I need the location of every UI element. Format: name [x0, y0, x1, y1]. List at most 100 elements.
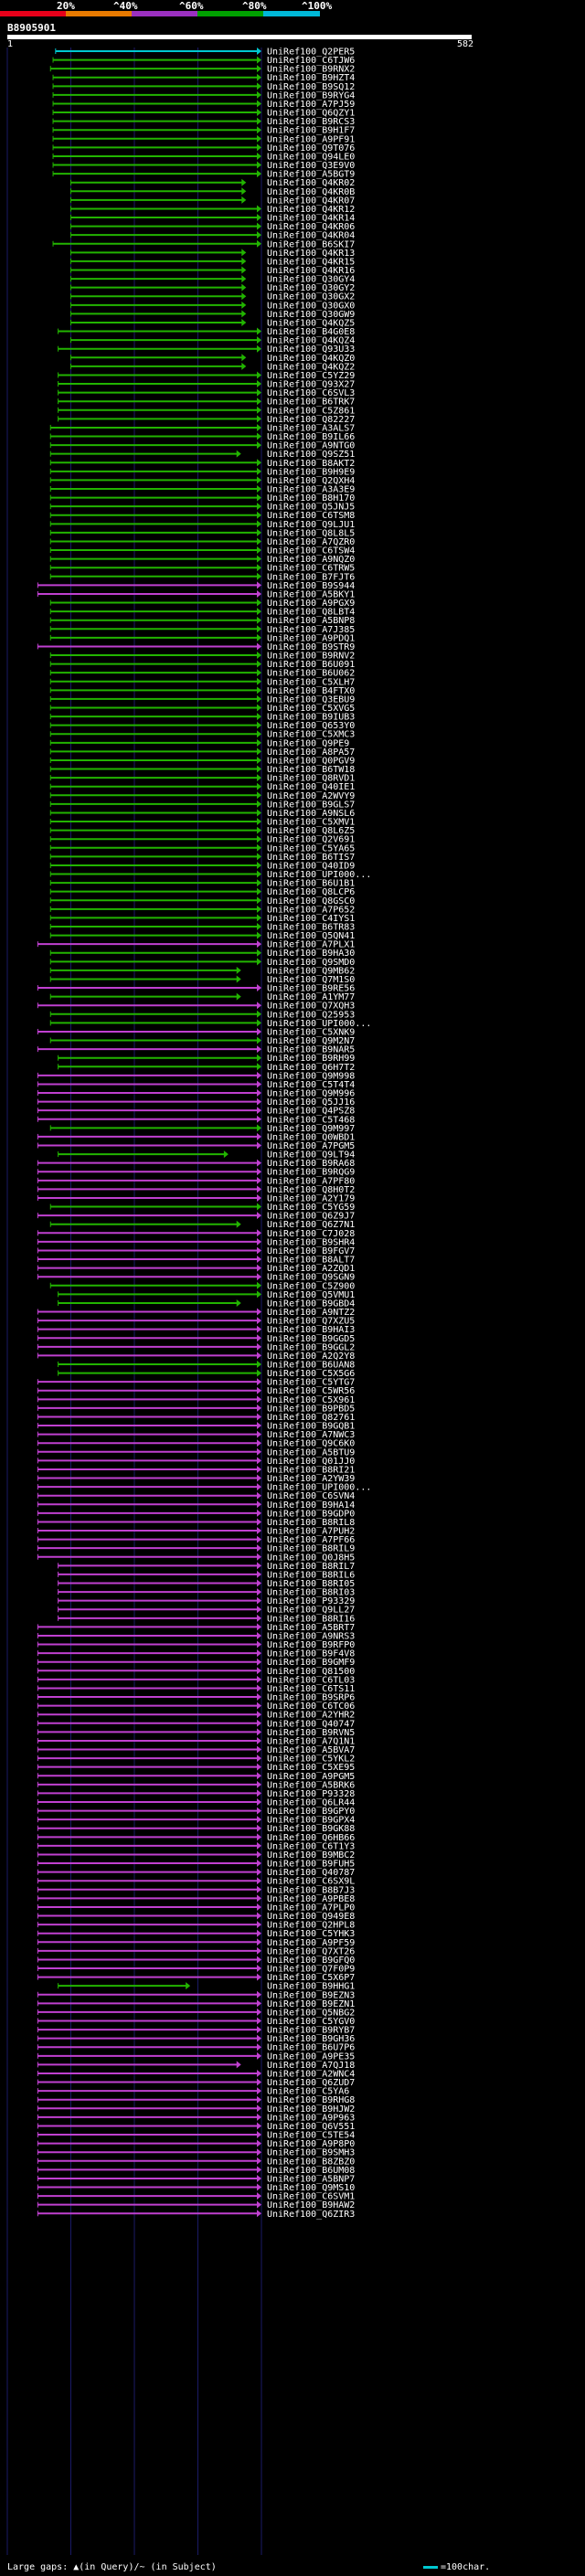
hit-row[interactable]: UniRef100_B9SQ12 — [52, 82, 355, 92]
hit-label[interactable]: UniRef100_B9GH36 — [267, 2034, 355, 2044]
hit-label[interactable]: UniRef100_A9NTZ2 — [267, 1308, 355, 1318]
hit-label[interactable]: UniRef100_Q8L6Z5 — [267, 826, 355, 836]
hit-row[interactable]: UniRef100_Q6H7T2 — [58, 1063, 356, 1073]
hit-label[interactable]: UniRef100_Q9SGN9 — [267, 1273, 355, 1283]
hit-row[interactable]: UniRef100_B9HAW2 — [37, 2200, 355, 2210]
hit-label[interactable]: UniRef100_Q25953 — [267, 1010, 355, 1020]
hit-label[interactable]: UniRef100_B9RA68 — [267, 1159, 355, 1169]
hit-row[interactable]: UniRef100_B9SMH3 — [37, 2148, 355, 2158]
hit-label[interactable]: UniRef100_B6SKI7 — [267, 239, 355, 249]
hit-label[interactable]: UniRef100_B9FUH5 — [267, 1860, 355, 1870]
hit-label[interactable]: UniRef100_B4G0E8 — [267, 327, 355, 337]
hit-label[interactable]: UniRef100_A9PDQ1 — [267, 633, 355, 643]
hit-row[interactable]: UniRef100_B9GPY0 — [37, 1807, 355, 1817]
hit-row[interactable]: UniRef100_B8RI05 — [58, 1579, 356, 1589]
hit-label[interactable]: UniRef100_B6UM08 — [267, 2166, 355, 2176]
hit-label[interactable]: UniRef100_Q4KR07 — [267, 196, 355, 206]
hit-label[interactable]: UniRef100_B9EZN1 — [267, 1999, 355, 2009]
hit-row[interactable]: UniRef100_Q4KR15 — [70, 257, 356, 267]
hit-row[interactable]: UniRef100_B9GK88 — [37, 1824, 355, 1834]
hit-row[interactable]: UniRef100_B9HZT4 — [52, 73, 355, 83]
hit-label[interactable]: UniRef100_Q9LJU1 — [267, 520, 355, 530]
hit-row[interactable]: UniRef100_C5XMC3 — [49, 730, 355, 740]
hit-row[interactable]: UniRef100_Q9M2N7 — [49, 1036, 355, 1046]
hit-label[interactable]: UniRef100_Q6Z7N1 — [267, 1220, 355, 1230]
hit-row[interactable]: UniRef100_Q30GY2 — [70, 283, 356, 293]
hit-label[interactable]: UniRef100_B8RI03 — [267, 1588, 355, 1598]
hit-row[interactable]: UniRef100_B9GLS7 — [49, 800, 355, 810]
hit-row[interactable]: UniRef100_B9RYG4 — [52, 90, 355, 101]
hit-label[interactable]: UniRef100_B9GK88 — [267, 1824, 355, 1834]
hit-label[interactable]: UniRef100_Q4KR12 — [267, 205, 355, 215]
hit-row[interactable]: UniRef100_A7PLP0 — [37, 1903, 355, 1913]
hit-label[interactable]: UniRef100_B6TRK7 — [267, 398, 355, 408]
hit-label[interactable]: UniRef100_B9PBD5 — [267, 1404, 355, 1414]
hit-row[interactable]: UniRef100_B9F4V8 — [37, 1649, 355, 1659]
hit-row[interactable]: UniRef100_Q9M998 — [37, 1071, 355, 1081]
hit-row[interactable]: UniRef100_B9SRP6 — [37, 1693, 355, 1703]
hit-row[interactable]: UniRef100_Q9LJU1 — [49, 520, 355, 530]
hit-row[interactable]: UniRef100_C4IYS1 — [49, 914, 355, 924]
hit-row[interactable]: UniRef100_Q30GX2 — [70, 292, 356, 302]
hit-label[interactable]: UniRef100_Q6H7T2 — [267, 1063, 355, 1073]
hit-row[interactable]: UniRef100_UPI000... — [49, 1019, 371, 1029]
hit-row[interactable]: UniRef100_Q94LE0 — [52, 152, 355, 162]
hit-row[interactable]: UniRef100_Q7XT26 — [37, 1946, 355, 1956]
hit-label[interactable]: UniRef100_Q93U33 — [267, 345, 355, 355]
hit-row[interactable]: UniRef100_C5YG59 — [49, 1203, 355, 1213]
hit-label[interactable]: UniRef100_Q6QZY1 — [267, 109, 355, 119]
hit-row[interactable]: UniRef100_C5YTG7 — [37, 1378, 355, 1388]
hit-label[interactable]: UniRef100_B8RI21 — [267, 1465, 355, 1475]
hit-row[interactable]: UniRef100_Q6Z9J7 — [37, 1212, 355, 1222]
hit-row[interactable]: UniRef100_A7PJ59 — [52, 100, 355, 110]
hit-label[interactable]: UniRef100_Q8H0T2 — [267, 1185, 355, 1195]
hit-label[interactable]: UniRef100_Q9LT94 — [267, 1150, 355, 1161]
hit-label[interactable]: UniRef100_Q8L8L5 — [267, 528, 355, 538]
hit-label[interactable]: UniRef100_B9GLS7 — [267, 800, 355, 810]
hit-label[interactable]: UniRef100_Q5VMU1 — [267, 1290, 355, 1300]
hit-label[interactable]: UniRef100_Q40787 — [267, 1868, 355, 1878]
hit-row[interactable]: UniRef100_Q93X27 — [58, 380, 356, 390]
hit-row[interactable]: UniRef100_Q3E9V0 — [52, 161, 355, 171]
hit-row[interactable]: UniRef100_Q0J8H5 — [37, 1553, 355, 1563]
hit-label[interactable]: UniRef100_B9GGL2 — [267, 1342, 355, 1352]
hit-label[interactable]: UniRef100_C5XMC3 — [267, 730, 355, 740]
hit-label[interactable]: UniRef100_C6TJW6 — [267, 56, 355, 66]
hit-label[interactable]: UniRef100_Q4KR06 — [267, 222, 355, 232]
hit-label[interactable]: UniRef100_A7PLX1 — [267, 940, 355, 950]
hit-label[interactable]: UniRef100_Q94LE0 — [267, 152, 355, 162]
hit-label[interactable]: UniRef100_B9HJW2 — [267, 2104, 355, 2115]
hit-label[interactable]: UniRef100_C6SVN4 — [267, 1491, 355, 1501]
hit-label[interactable]: UniRef100_B8RIL8 — [267, 1518, 355, 1528]
hit-label[interactable]: UniRef100_B9RQG9 — [267, 1168, 355, 1178]
hit-label[interactable]: UniRef100_C5YHK3 — [267, 1929, 355, 1939]
hit-row[interactable]: UniRef100_Q4KQZ2 — [70, 362, 356, 372]
hit-label[interactable]: UniRef100_A5BRT7 — [267, 1623, 355, 1633]
hit-row[interactable]: UniRef100_C6TRW5 — [49, 564, 355, 574]
hit-label[interactable]: UniRef100_Q653Y0 — [267, 721, 355, 731]
hit-label[interactable]: UniRef100_C7J028 — [267, 1229, 355, 1239]
hit-row[interactable]: UniRef100_A1YM77 — [49, 992, 355, 1002]
hit-row[interactable]: UniRef100_A7QZR0 — [49, 537, 355, 547]
hit-row[interactable]: UniRef100_A7QJ18 — [37, 2061, 355, 2071]
hit-label[interactable]: UniRef100_Q4KQZ2 — [267, 362, 355, 372]
hit-row[interactable]: UniRef100_C6TL03 — [37, 1675, 355, 1685]
hit-label[interactable]: UniRef100_Q7F0P9 — [267, 1965, 355, 1975]
hit-row[interactable]: UniRef100_Q8GSC0 — [49, 896, 355, 906]
hit-label[interactable]: UniRef100_A5BNP7 — [267, 2174, 355, 2184]
hit-row[interactable]: UniRef100_Q6Z7N1 — [49, 1220, 355, 1230]
hit-row[interactable]: UniRef100_B6U062 — [49, 669, 355, 679]
hit-label[interactable]: UniRef100_B8RIL7 — [267, 1562, 355, 1572]
hit-row[interactable]: UniRef100_Q4PSZ8 — [37, 1107, 355, 1117]
hit-row[interactable]: UniRef100_B9HHG1 — [58, 1982, 356, 1992]
hit-row[interactable]: UniRef100_Q30GY4 — [70, 275, 356, 285]
hit-row[interactable]: UniRef100_C5YZ29 — [58, 371, 356, 381]
hit-row[interactable]: UniRef100_Q40747 — [37, 1719, 355, 1729]
hit-row[interactable]: UniRef100_B6TR83 — [49, 923, 355, 933]
hit-label[interactable]: UniRef100_A5BTU9 — [267, 1447, 355, 1458]
hit-row[interactable]: UniRef100_B9RH99 — [58, 1054, 356, 1064]
hit-row[interactable]: UniRef100_Q01JJ0 — [37, 1457, 355, 1467]
hit-label[interactable]: UniRef100_B8ZBZ0 — [267, 2157, 355, 2167]
hit-label[interactable]: UniRef100_B8B7J3 — [267, 1885, 355, 1895]
hit-row[interactable]: UniRef100_Q8L8L5 — [49, 528, 355, 538]
